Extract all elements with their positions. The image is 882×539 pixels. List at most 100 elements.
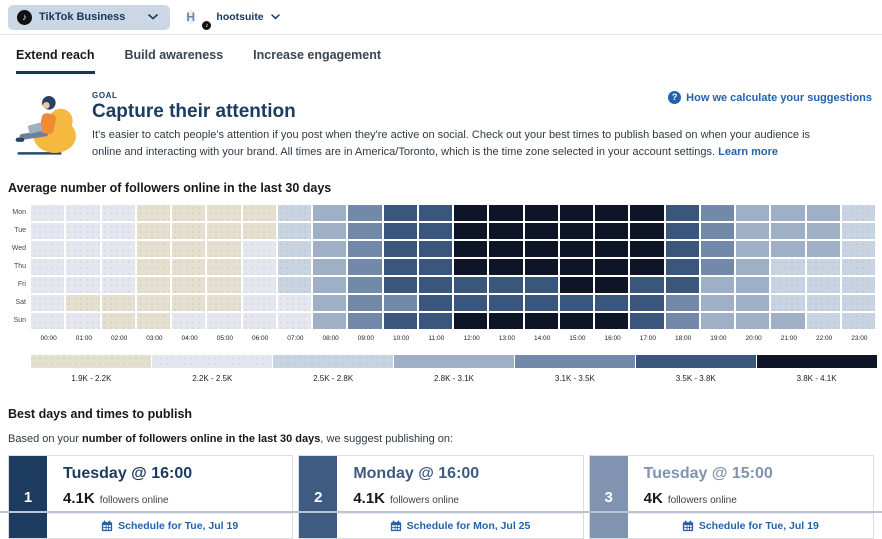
heatmap-legend: 1.9K - 2.2K 2.2K - 2.5K 2.5K - 2.8K 2.8K - …: [31, 355, 877, 383]
hour-tick-label: 12:00: [463, 335, 480, 343]
heatmap-cell: [101, 277, 135, 294]
heatmap-cell: [277, 205, 311, 222]
heatmap-cell: [524, 295, 558, 312]
heatmap-cell: [207, 295, 241, 312]
tab-increase-engagement[interactable]: Increase engagement: [253, 48, 382, 62]
heatmap-row-sun: Sun: [0, 313, 877, 330]
row-label: Wed: [11, 245, 26, 253]
followers-value: 4.1K: [63, 490, 95, 508]
user-menu[interactable]: H ♪ hootsuite: [186, 6, 280, 31]
heatmap-cell: [665, 295, 699, 312]
legend-label: 3.5K - 3.8K: [675, 374, 716, 384]
heatmap-cell: [348, 277, 382, 294]
hour-tick-label: 16:00: [604, 335, 621, 343]
heatmap-cell: [595, 295, 629, 312]
heatmap-cell: [630, 277, 664, 294]
heatmap-cell: [489, 277, 523, 294]
tab-build-awareness[interactable]: Build awareness: [124, 48, 224, 62]
heatmap-cell: [348, 205, 382, 222]
legend-label: 3.8K - 4.1K: [796, 374, 837, 384]
row-label: Tue: [14, 227, 26, 235]
heatmap-cell: [489, 295, 523, 312]
intro-bold: number of followers online in the last 3…: [82, 433, 321, 446]
heatmap-cell: [665, 259, 699, 276]
hour-tick-label: 08:00: [322, 335, 339, 343]
hour-tick-label: 02:00: [110, 335, 128, 343]
heatmap-cell: [771, 205, 805, 222]
heatmap-cell: [277, 313, 311, 330]
legend-labels: 1.9K - 2.2K 2.2K - 2.5K 2.5K - 2.8K 2.8K - …: [31, 374, 877, 383]
heatmap-cell: [207, 205, 241, 222]
schedule-button[interactable]: Schedule for Mon, Jul 25: [337, 513, 583, 538]
heatmap-cell: [736, 241, 770, 258]
heatmap-title: Average number of followers online in th…: [8, 181, 332, 196]
schedule-button[interactable]: Schedule for Tue, Jul 19: [47, 513, 293, 538]
learn-more-link[interactable]: Learn more: [718, 146, 779, 159]
legend-label: 2.2K - 2.5K: [192, 374, 233, 384]
heatmap-cell: [736, 313, 770, 330]
card-main: Monday @ 16:00 4.1K followers online: [337, 456, 582, 513]
intro-suffix: , we suggest publishing on:: [320, 433, 454, 446]
heatmap-cell: [66, 277, 100, 294]
schedule-button-label: Schedule for Tue, Jul 19: [698, 520, 819, 533]
heatmap-cell: [700, 241, 734, 258]
heatmap-cell: [559, 277, 593, 294]
avatar: H ♪: [186, 6, 213, 31]
tab-extend-reach[interactable]: Extend reach: [16, 48, 95, 74]
heatmap-cell: [383, 259, 417, 276]
heatmap-cell: [595, 241, 629, 258]
heatmap-cell: [383, 205, 417, 222]
legend-swatches: [31, 355, 877, 369]
heatmap-cell: [207, 241, 241, 258]
heatmap-cell: [418, 241, 452, 258]
heatmap-cell: [771, 241, 805, 258]
goal-illustration: [15, 95, 77, 155]
calendar-icon: [682, 520, 694, 532]
row-label: Fri: [17, 281, 26, 289]
best-days-heading: Best days and times to publish: [8, 407, 193, 422]
heatmap-cell: [313, 205, 347, 222]
schedule-button-label: Schedule for Mon, Jul 25: [406, 520, 531, 533]
heatmap-cell: [595, 313, 629, 330]
hour-tick-label: 00:00: [40, 335, 57, 343]
legend-swatch: [273, 355, 393, 369]
heatmap-cell: [31, 313, 65, 330]
heatmap-row-wed: Wed: [0, 241, 877, 258]
card-value-row: 4K followers online: [644, 490, 857, 507]
account-selector[interactable]: ♪ TikTok Business: [8, 4, 171, 30]
heatmap-cell: [277, 295, 311, 312]
heatmap-cell: [630, 223, 664, 240]
heatmap-cell: [242, 241, 276, 258]
heatmap-cell: [841, 223, 875, 240]
heatmap-cell: [806, 259, 840, 276]
legend-label: 3.1K - 3.5K: [554, 374, 595, 384]
heatmap-cell: [524, 313, 558, 330]
tabs: Extend reach Build awareness Increase enga…: [0, 35, 882, 74]
heatmap-cell: [313, 313, 347, 330]
hour-tick-label: 13:00: [498, 335, 516, 343]
avatar-initial: H: [186, 9, 196, 24]
heatmap-grid: Mon Tue Wed Thu Fri Sat Sun: [0, 205, 877, 330]
suggestion-card-3: 3 Tuesday @ 15:00 4K followers online Schedu…: [588, 455, 874, 539]
how-we-calculate-link[interactable]: ? How we calculate your suggestions: [668, 91, 872, 104]
heatmap-cell: [559, 259, 593, 276]
chevron-down-icon: [148, 14, 159, 20]
tiktok-icon: ♪: [17, 9, 32, 25]
heatmap-cell: [736, 223, 770, 240]
heatmap-cell: [524, 259, 558, 276]
heatmap-cell: [31, 295, 65, 312]
heatmap-row-fri: Fri: [0, 277, 877, 294]
rank-badge: 1: [9, 456, 47, 539]
heatmap-cell: [207, 223, 241, 240]
heatmap-cell: [136, 205, 170, 222]
heatmap-cell: [736, 295, 770, 312]
legend-label: 1.9K - 2.2K: [71, 374, 112, 384]
heatmap-cell: [101, 241, 135, 258]
heatmap-cell: [559, 295, 593, 312]
followers-caption: followers online: [390, 495, 459, 507]
heatmap-cell: [277, 259, 311, 276]
heatmap-cell: [559, 313, 593, 330]
heatmap-cell: [771, 295, 805, 312]
schedule-button[interactable]: Schedule for Tue, Jul 19: [627, 513, 873, 538]
goal-title: Capture their attention: [92, 101, 296, 122]
